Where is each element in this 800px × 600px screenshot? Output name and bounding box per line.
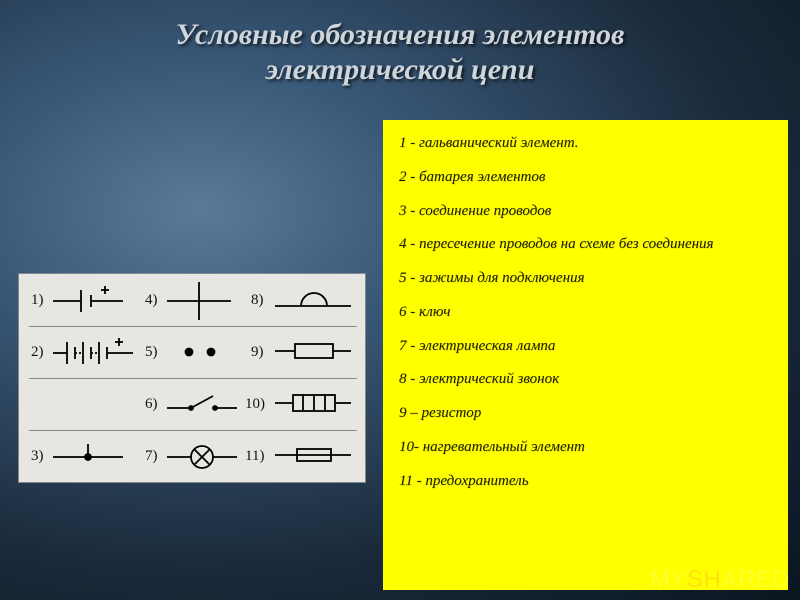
symbol-number-4: 4) — [145, 292, 158, 309]
watermark-prefix: MY — [650, 566, 687, 593]
title-line-2: электрической цепи — [0, 53, 800, 88]
symbol-number-5: 5) — [145, 344, 158, 361]
resistor-icon — [273, 334, 355, 368]
legend-item: 2 - батарея элементов — [399, 168, 772, 187]
legend-item: 7 - электрическая лампа — [399, 337, 772, 356]
battery-icon — [51, 334, 139, 372]
symbol-number-9: 9) — [251, 344, 264, 361]
legend-item: 1 - гальванический элемент. — [399, 134, 772, 153]
symbol-number-10: 10) — [245, 396, 265, 413]
legend-item: 9 – резистор — [399, 404, 772, 423]
symbol-number-8: 8) — [251, 292, 264, 309]
bell-icon — [273, 282, 355, 316]
legend-item: 5 - зажимы для подключения — [399, 269, 772, 288]
fuse-icon — [273, 438, 355, 472]
heater-icon — [273, 386, 355, 420]
watermark-suffix: ARED — [721, 566, 790, 593]
crossing-icon — [165, 278, 235, 324]
symbol-number-7: 7) — [145, 448, 158, 465]
terminals-icon — [165, 340, 235, 364]
watermark: MYSHARED — [650, 566, 790, 594]
title-line-1: Условные обозначения элементов — [0, 18, 800, 53]
divider — [29, 430, 357, 431]
symbol-number-6: 6) — [145, 396, 158, 413]
symbols-panel: 1) 2) 3) 4) — [18, 273, 366, 483]
divider — [29, 326, 357, 327]
symbol-number-2: 2) — [31, 344, 44, 361]
symbol-number-11: 11) — [245, 448, 264, 465]
junction-icon — [51, 438, 129, 476]
legend-panel: 1 - гальванический элемент. 2 - батарея э… — [383, 120, 788, 590]
symbol-number-1: 1) — [31, 292, 44, 309]
divider — [29, 378, 357, 379]
switch-icon — [165, 386, 241, 420]
legend-item: 10- нагревательный элемент — [399, 438, 772, 457]
legend-item: 8 - электрический звонок — [399, 370, 772, 389]
legend-item: 11 - предохранитель — [399, 472, 772, 491]
watermark-accent: SH — [687, 566, 721, 593]
symbol-number-3: 3) — [31, 448, 44, 465]
legend-item: 4 - пересечение проводов на схеме без со… — [399, 235, 772, 254]
lamp-icon — [165, 438, 241, 476]
page-title: Условные обозначения элементов электриче… — [0, 0, 800, 87]
legend-item: 3 - соединение проводов — [399, 202, 772, 221]
legend-item: 6 - ключ — [399, 303, 772, 322]
galvanic-cell-icon — [51, 282, 129, 320]
